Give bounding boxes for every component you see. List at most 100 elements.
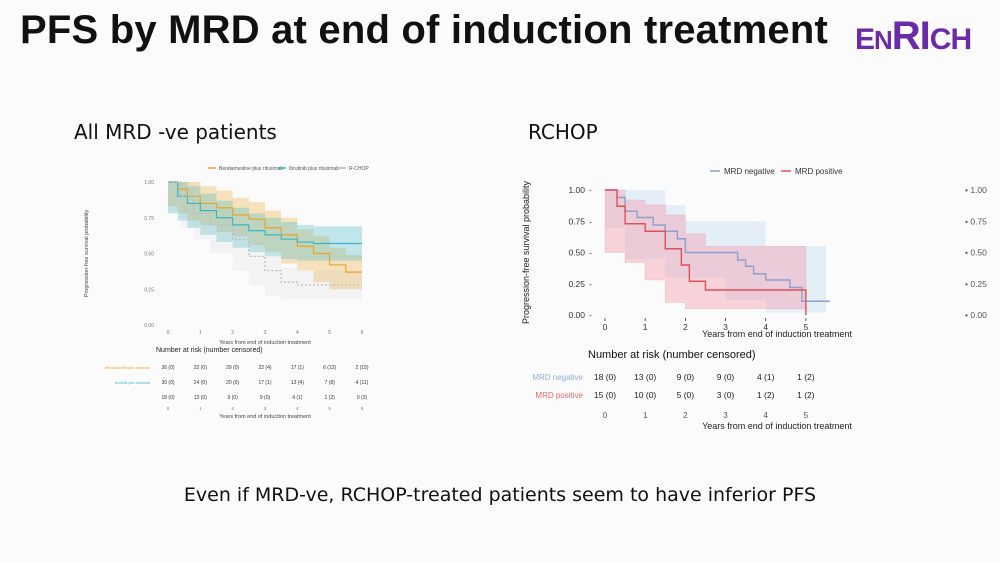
risk-cell: 9 (0) <box>260 395 271 401</box>
risk-time-label: 3 <box>264 406 267 411</box>
x-axis-label: Years from end of induction treatment <box>219 340 311 346</box>
y-tick-mark: - <box>589 310 592 320</box>
x-tick-label: 3 <box>264 330 267 336</box>
risk-time-label: 1 <box>199 406 202 411</box>
km-curve-0 <box>168 181 362 273</box>
risk-cell: 36 (0) <box>161 365 174 371</box>
logo-mark: ENRICH <box>855 14 972 58</box>
risk-x-axis-label: Years from end of induction treatment <box>702 421 852 431</box>
x-tick-label: 4 <box>763 322 768 332</box>
right-chart-subtitle: RCHOP <box>528 120 598 144</box>
y-axis-label: Progression-free survival probability <box>521 180 531 324</box>
y-tick-mark: - <box>589 185 592 195</box>
risk-cell: 1 (2) <box>757 390 775 400</box>
risk-row-label: Bendamustine plus rituximab <box>105 366 150 370</box>
risk-cell: 30 (0) <box>161 380 174 386</box>
y-tick-label: 1.00 <box>568 185 585 195</box>
y-tick-label: 0.50 <box>568 248 585 258</box>
risk-cell: 1 (2) <box>325 395 336 401</box>
km-curve-1 <box>168 181 362 245</box>
risk-table-title: Number at risk (number censored) <box>156 347 263 354</box>
y-tick-label: 0.00 <box>144 323 154 329</box>
risk-time-label: 6 <box>361 406 364 411</box>
y-tick-label: 0.75 <box>568 216 585 226</box>
y-tick-label: 0.25 <box>144 287 154 293</box>
y-axis-label: Progression-free survival probability <box>84 210 90 298</box>
ci-band-mrd-negative <box>605 190 826 313</box>
risk-time-label: 2 <box>683 411 688 420</box>
legend-label-2: R-CHOP <box>349 166 369 172</box>
risk-cell: 4 (11) <box>356 380 369 386</box>
risk-time-label: 1 <box>643 411 648 420</box>
risk-time-label: 5 <box>328 406 331 411</box>
right-y-tick-label: • 0.25 <box>965 279 987 289</box>
enrich-logo: ENRICH <box>855 14 972 59</box>
risk-cell: 32 (0) <box>194 365 207 371</box>
legend-label-1: Ibrutinib plus rituximab <box>289 166 339 172</box>
legend-label-mrd-negative: MRD negative <box>724 167 775 176</box>
km-curve-mrd-negative <box>605 189 830 302</box>
ci-band-0 <box>168 182 362 290</box>
risk-cell: 4 (1) <box>757 372 775 382</box>
x-tick-label: 4 <box>296 330 299 336</box>
y-tick-label: 0.00 <box>568 310 585 320</box>
x-tick-label: 5 <box>328 330 331 336</box>
risk-x-axis-label: Years from end of induction treatment <box>219 414 311 420</box>
y-tick-mark: - <box>589 216 592 226</box>
x-tick-label: 2 <box>231 330 234 336</box>
risk-cell: 13 (0) <box>634 372 656 382</box>
x-tick-label: 5 <box>804 322 809 332</box>
risk-cell: 20 (0) <box>226 380 239 386</box>
legend-label-mrd-positive: MRD positive <box>795 167 843 176</box>
risk-cell: 18 (0) <box>161 395 174 401</box>
risk-cell: 10 (0) <box>634 390 656 400</box>
risk-cell: 13 (0) <box>194 395 207 401</box>
x-tick-label: 1 <box>199 330 202 336</box>
risk-cell: 22 (4) <box>258 365 271 371</box>
y-tick-label: 1.00 <box>144 180 154 186</box>
left-km-chart: Bendamustine plus rituximab Ibrutinib plu… <box>84 166 369 420</box>
right-y-tick-label: • 0.00 <box>965 310 987 320</box>
risk-time-label: 2 <box>231 406 234 411</box>
risk-cell: 4 (1) <box>292 395 303 401</box>
left-chart-subtitle: All MRD -ve patients <box>74 120 277 144</box>
right-y-tick-label: • 0.50 <box>965 248 987 258</box>
risk-cell: 1 (2) <box>797 390 815 400</box>
risk-time-label: 4 <box>296 406 299 411</box>
risk-cell: 7 (8) <box>325 380 336 386</box>
x-tick-label: 6 <box>361 330 364 336</box>
risk-cell: 0 (3) <box>357 395 368 401</box>
km-curve-2 <box>168 181 362 286</box>
risk-cell: 2 (15) <box>355 365 368 371</box>
x-tick-label: 1 <box>643 322 648 332</box>
right-y-tick-label: • 0.75 <box>965 216 987 226</box>
risk-row-label: MRD positive <box>535 391 583 400</box>
risk-table-title: Number at risk (number censored) <box>588 349 756 361</box>
risk-cell: 15 (0) <box>594 390 616 400</box>
risk-cell: 6 (12) <box>323 365 336 371</box>
y-tick-mark: - <box>589 248 592 258</box>
risk-cell: 17 (1) <box>291 365 304 371</box>
legend-label-0: Bendamustine plus rituximab <box>219 166 283 172</box>
conclusion-text: Even if MRD-ve, RCHOP-treated patients s… <box>183 484 817 506</box>
risk-cell: 17 (1) <box>258 380 271 386</box>
x-axis-label: Years from end of induction treatment <box>702 329 852 339</box>
risk-cell: 3 (0) <box>717 390 735 400</box>
x-tick-label: 0 <box>603 322 608 332</box>
risk-time-label: 3 <box>723 411 728 420</box>
y-tick-label: 0.75 <box>144 216 154 222</box>
risk-time-label: 0 <box>603 411 608 420</box>
ci-band-mrd-positive <box>604 189 807 310</box>
risk-cell: 5 (0) <box>677 390 695 400</box>
y-tick-label: 0.25 <box>568 279 585 289</box>
risk-cell: 24 (0) <box>194 380 207 386</box>
risk-time-label: 0 <box>167 406 170 411</box>
risk-cell: 1 (2) <box>797 372 815 382</box>
risk-cell: 9 (0) <box>677 372 695 382</box>
x-tick-label: 3 <box>723 322 728 332</box>
risk-cell: 13 (4) <box>291 380 304 386</box>
x-tick-label: 0 <box>167 330 170 336</box>
risk-cell: 9 (0) <box>717 372 735 382</box>
x-tick-label: 2 <box>683 322 688 332</box>
risk-cell: 29 (0) <box>226 365 239 371</box>
